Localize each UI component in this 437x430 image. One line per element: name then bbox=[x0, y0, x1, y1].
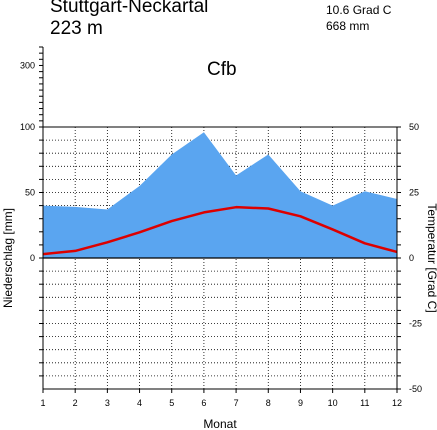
station-name: Stuttgart-Neckartal bbox=[50, 0, 209, 17]
x-tick-label: 4 bbox=[137, 398, 142, 408]
right-tick-label: 50 bbox=[409, 122, 419, 132]
x-tick-label: 11 bbox=[360, 398, 369, 408]
right-axis-label: Temperatur [Grad C] bbox=[425, 203, 437, 312]
right-tick-label: -50 bbox=[409, 384, 422, 394]
x-tick-label: 9 bbox=[298, 398, 303, 408]
temperature-line bbox=[42, 205, 398, 256]
left-axis-label: Niederschlag [mm] bbox=[1, 208, 15, 308]
x-tick-label: 2 bbox=[73, 398, 78, 408]
right-tick-label: -25 bbox=[409, 319, 422, 329]
left-tick-label: 300 bbox=[20, 60, 35, 70]
left-tick-label: 0 bbox=[30, 253, 35, 263]
annual-precipitation: 668 mm bbox=[326, 19, 370, 33]
x-tick-label: 5 bbox=[169, 398, 174, 408]
left-tick-label: 100 bbox=[20, 122, 35, 132]
mean-temperature: 10.6 Grad C bbox=[326, 3, 392, 17]
left-tick-label: 50 bbox=[25, 188, 35, 198]
station-elevation: 223 m bbox=[50, 18, 103, 39]
x-tick-label: 12 bbox=[392, 398, 402, 408]
x-axis-label: Monat bbox=[203, 417, 237, 430]
x-tick-label: 1 bbox=[40, 398, 45, 408]
right-tick-label: 0 bbox=[409, 253, 414, 263]
x-tick-label: 8 bbox=[266, 398, 271, 408]
right-tick-label: 25 bbox=[409, 188, 419, 198]
temperature-series bbox=[42, 205, 398, 256]
x-tick-label: 7 bbox=[234, 398, 239, 408]
precipitation-series bbox=[43, 132, 397, 258]
x-tick-label: 10 bbox=[328, 398, 338, 408]
precipitation-area bbox=[43, 132, 397, 258]
x-tick-label: 3 bbox=[105, 398, 110, 408]
climate-class: Cfb bbox=[207, 59, 237, 80]
x-tick-label: 6 bbox=[201, 398, 206, 408]
